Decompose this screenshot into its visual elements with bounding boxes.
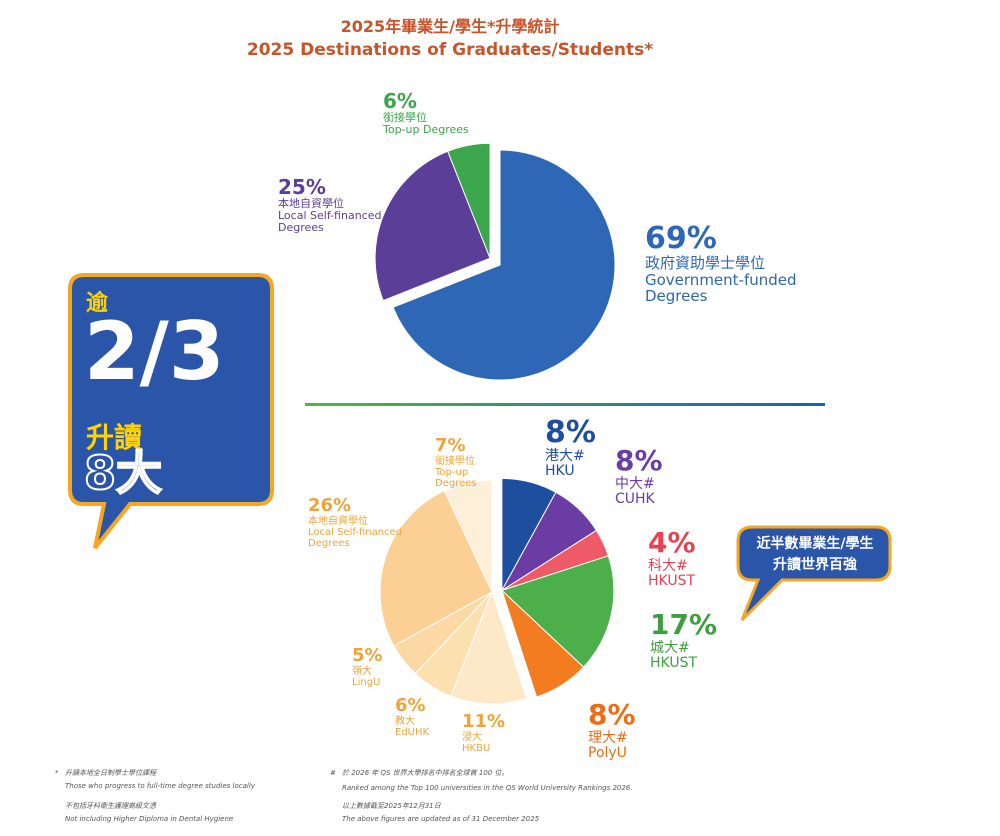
category-label: Local Self-financed Degrees xyxy=(278,209,382,235)
value-label: 6% xyxy=(395,695,426,716)
bubble-line: 近半數畢業生/學生 xyxy=(756,536,874,552)
pie-slice xyxy=(392,149,616,381)
category-label-zh: 港大# xyxy=(545,448,585,464)
category-label-zh: 浸大 xyxy=(462,731,482,743)
category-label-zh: 嶺大 xyxy=(352,665,372,677)
slice-label: 8% 理大# PolyU xyxy=(588,698,658,762)
callout-box xyxy=(68,273,274,550)
value-label: 8% xyxy=(545,415,596,450)
category-label-zh: 本地自資學位 xyxy=(278,197,344,210)
slice-label: 8% 港大# HKU xyxy=(545,416,605,480)
category-label-zh: 城大# xyxy=(650,639,690,656)
category-label-zh: 教大 xyxy=(395,715,415,727)
callout-verb: 升讀 xyxy=(86,421,143,454)
pie-slice xyxy=(443,479,493,593)
category-label: HKUST xyxy=(650,655,698,672)
callout-bubble xyxy=(736,525,892,622)
pie-slice xyxy=(374,150,491,302)
pie-slice xyxy=(450,590,528,705)
slice-label: 8% 中大# CUHK xyxy=(615,444,685,508)
category-label: Government-funded Degrees xyxy=(645,270,797,305)
slice-label: 4% 科大# HKUST xyxy=(648,526,718,590)
category-label: Top-up Degrees xyxy=(383,123,469,137)
category-label-zh: 政府資助學士學位 xyxy=(645,254,766,272)
slice-label: 7% 銜接學位 Top-up Degrees xyxy=(435,436,495,489)
slice-label: 69% 政府資助學士學位 Government-funded Degrees xyxy=(645,222,815,305)
footnote: 於 2026 年 QS 世界大學排名中排名全球首 100 位。 xyxy=(342,769,509,777)
category-label: HKUST xyxy=(648,573,696,590)
value-label: 5% xyxy=(352,645,383,666)
slice-label: 25% 本地自資學位 Local Self-financed Degrees xyxy=(278,176,388,234)
category-label: LingU xyxy=(352,676,381,688)
category-label-zh: 銜接學位 xyxy=(383,111,427,124)
category-label: PolyU xyxy=(588,745,627,762)
category-label: EdUHK xyxy=(395,726,430,738)
category-label: Top-up Degrees xyxy=(435,466,477,489)
slice-label: 26% 本地自資學位 Local Self-financed Degrees xyxy=(308,496,418,549)
category-label-zh: 科大# xyxy=(648,557,688,574)
value-label: 6% xyxy=(383,89,417,113)
footnote: 以上數據截至2025年12月31日 xyxy=(342,802,441,810)
footnote: Ranked among the Top 100 universities in… xyxy=(342,784,633,792)
bubble-line: 升讀世界百強 xyxy=(773,557,857,573)
pie-slice xyxy=(500,555,615,668)
footnote-mark: # xyxy=(330,769,336,777)
footnote: Not including Higher Diploma in Dental H… xyxy=(65,815,234,823)
value-label: 4% xyxy=(648,526,696,559)
value-label: 8% xyxy=(588,698,636,731)
slice-label: 5% 嶺大 LingU xyxy=(352,646,412,688)
value-label: 8% xyxy=(615,444,663,477)
pie-slice xyxy=(447,142,491,259)
footnote: 升讀本地全日制學士學位課程 xyxy=(65,769,156,777)
category-label-zh: 中大# xyxy=(615,475,655,492)
slice-label: 6% 銜接學位 Top-up Degrees xyxy=(383,90,483,136)
slice-label: 6% 教大 EdUHK xyxy=(395,696,455,738)
footnote-mark: * xyxy=(55,769,59,777)
chart-subtitle: 2025 Destinations of Graduates/Students* xyxy=(247,40,653,60)
divider xyxy=(305,403,825,406)
value-label: 17% xyxy=(650,608,718,641)
callout-count: 8大 xyxy=(83,446,163,500)
footnote: Those who progress to full-time degree s… xyxy=(65,782,255,790)
category-label-zh: 銜接學位 xyxy=(435,455,475,467)
category-label: HKU xyxy=(545,463,575,480)
value-label: 25% xyxy=(278,175,326,199)
pie-slice xyxy=(501,590,585,698)
footnote: The above figures are updated as of 31 D… xyxy=(342,815,540,823)
category-label: CUHK xyxy=(615,491,655,508)
category-label: Local Self-financed Degrees xyxy=(308,526,403,549)
category-label-zh: 理大# xyxy=(588,729,628,746)
slice-label: 17% 城大# HKUST xyxy=(650,608,720,672)
callout-fraction: 2/3 xyxy=(84,305,225,398)
value-label: 11% xyxy=(462,711,506,732)
value-label: 26% xyxy=(308,495,352,516)
callout-lead: 逾 xyxy=(86,291,109,316)
value-label: 69% xyxy=(645,221,717,256)
footnote: 不包括牙科衛生護理高級文憑 xyxy=(65,802,156,810)
slice-label: 11% 浸大 HKBU xyxy=(462,712,522,754)
chart-title: 2025年畢業生/學生*升學統計 xyxy=(341,17,560,36)
pie-slice xyxy=(379,489,493,647)
category-label-zh: 本地自資學位 xyxy=(308,515,368,527)
category-label: HKBU xyxy=(462,742,491,754)
value-label: 7% xyxy=(435,435,466,456)
